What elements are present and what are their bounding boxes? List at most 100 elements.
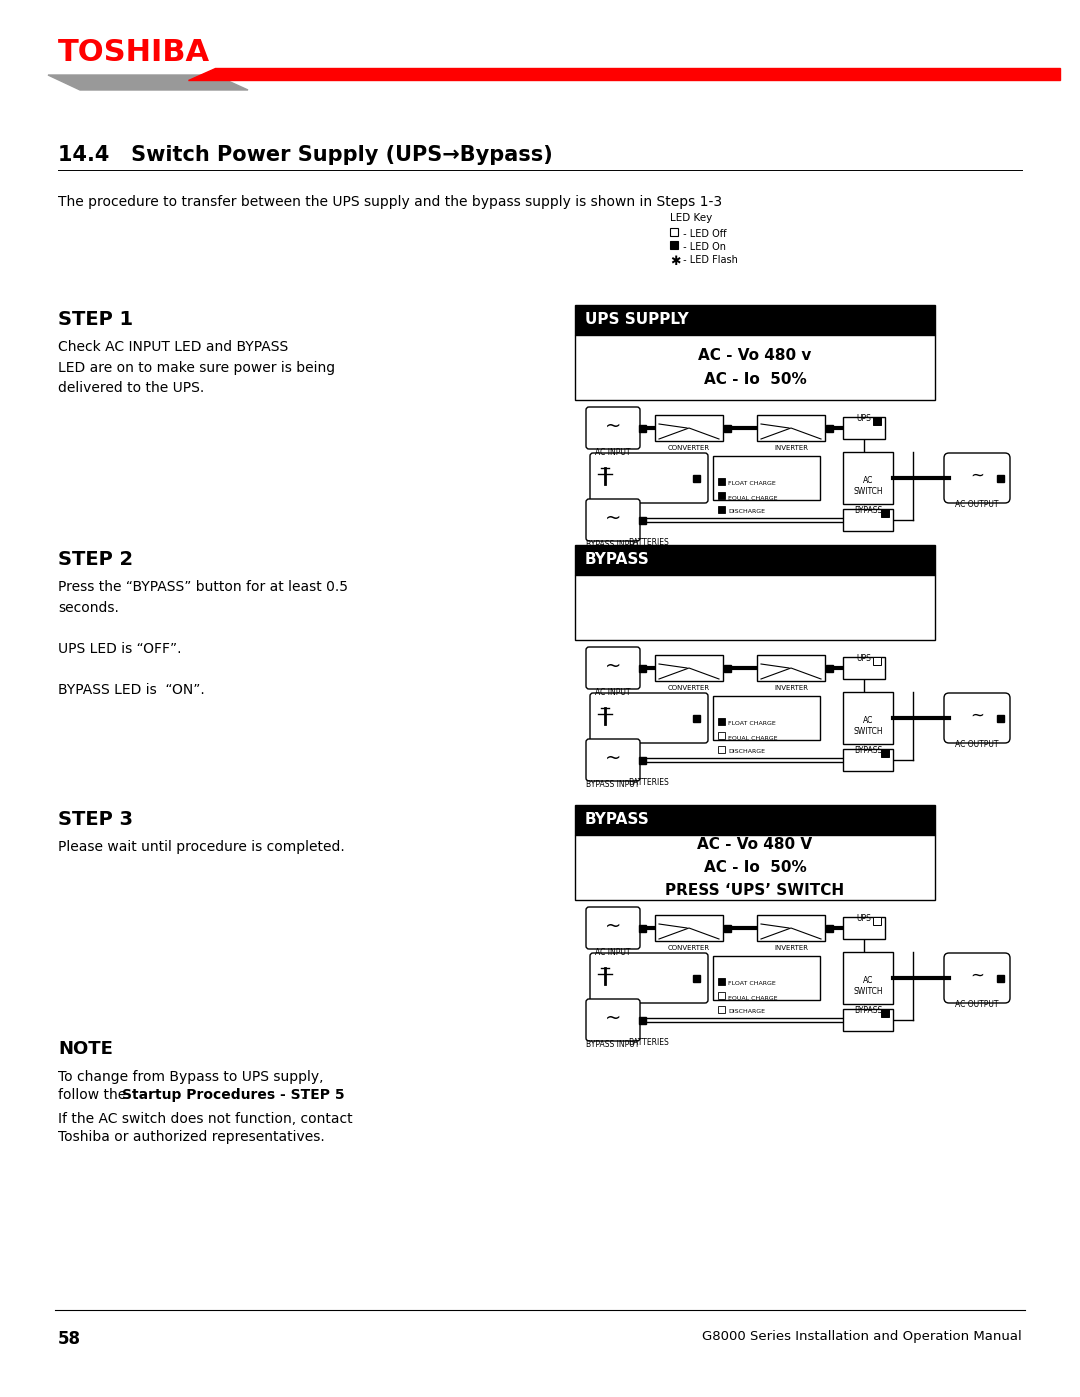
- Bar: [997, 715, 1004, 722]
- Bar: [654, 415, 723, 441]
- Bar: [713, 696, 820, 740]
- Bar: [724, 665, 731, 672]
- FancyBboxPatch shape: [586, 999, 640, 1041]
- Bar: [670, 242, 678, 249]
- Bar: [843, 692, 893, 745]
- Text: BYPASS: BYPASS: [585, 552, 650, 567]
- Text: TOSHIBA: TOSHIBA: [58, 38, 211, 67]
- Bar: [639, 925, 646, 932]
- Text: BYPASS INPUT: BYPASS INPUT: [586, 541, 639, 549]
- Bar: [718, 732, 725, 739]
- Bar: [575, 305, 935, 335]
- Bar: [718, 478, 725, 485]
- Text: - LED On: - LED On: [680, 242, 726, 251]
- Bar: [843, 509, 893, 531]
- Text: AC OUTPUT: AC OUTPUT: [955, 1000, 999, 1009]
- Text: To change from Bypass to UPS supply,: To change from Bypass to UPS supply,: [58, 1070, 324, 1084]
- Text: DISCHARGE: DISCHARGE: [728, 509, 765, 514]
- Text: BYPASS: BYPASS: [854, 1006, 882, 1016]
- Text: STEP 2: STEP 2: [58, 550, 133, 569]
- FancyBboxPatch shape: [586, 739, 640, 781]
- Bar: [693, 975, 700, 982]
- Bar: [881, 749, 889, 757]
- Text: STEP 1: STEP 1: [58, 310, 133, 330]
- Text: BYPASS: BYPASS: [585, 813, 650, 827]
- Bar: [843, 1009, 893, 1031]
- Bar: [639, 757, 646, 764]
- Bar: [639, 1017, 646, 1024]
- Bar: [718, 746, 725, 753]
- FancyBboxPatch shape: [590, 953, 708, 1003]
- Bar: [843, 749, 893, 771]
- Text: UPS: UPS: [856, 914, 872, 923]
- Bar: [843, 453, 893, 504]
- Text: Check AC INPUT LED and BYPASS
LED are on to make sure power is being
delivered t: Check AC INPUT LED and BYPASS LED are on…: [58, 339, 335, 395]
- Bar: [713, 956, 820, 1000]
- Bar: [639, 425, 646, 432]
- Bar: [575, 835, 935, 900]
- FancyBboxPatch shape: [944, 453, 1010, 503]
- Text: 14.4   Switch Power Supply (UPS→Bypass): 14.4 Switch Power Supply (UPS→Bypass): [58, 145, 553, 165]
- Text: AC INPUT: AC INPUT: [595, 949, 631, 957]
- Text: CONVERTER: CONVERTER: [667, 685, 710, 692]
- Text: EQUAL CHARGE: EQUAL CHARGE: [728, 495, 778, 500]
- Text: ~: ~: [970, 467, 984, 485]
- Bar: [757, 415, 825, 441]
- Text: AC - Vo 480 v
AC - Io  50%: AC - Vo 480 v AC - Io 50%: [699, 348, 812, 387]
- Bar: [873, 916, 881, 925]
- Bar: [881, 509, 889, 517]
- Text: INVERTER: INVERTER: [774, 446, 808, 451]
- Text: BYPASS: BYPASS: [854, 506, 882, 515]
- Text: AC
SWITCH: AC SWITCH: [853, 977, 882, 996]
- Bar: [575, 805, 935, 835]
- Text: ~: ~: [605, 749, 621, 767]
- Text: UPS SUPPLY: UPS SUPPLY: [585, 313, 689, 327]
- Bar: [873, 416, 881, 425]
- Polygon shape: [188, 68, 1059, 80]
- Text: follow the: follow the: [58, 1088, 131, 1102]
- Text: - LED Flash: - LED Flash: [680, 256, 738, 265]
- Bar: [757, 655, 825, 680]
- Text: Startup Procedures - STEP 5: Startup Procedures - STEP 5: [122, 1088, 345, 1102]
- Text: BYPASS INPUT: BYPASS INPUT: [586, 1039, 639, 1049]
- FancyBboxPatch shape: [590, 693, 708, 743]
- Text: ~: ~: [605, 916, 621, 936]
- Text: If the AC switch does not function, contact: If the AC switch does not function, cont…: [58, 1112, 353, 1126]
- Text: INVERTER: INVERTER: [774, 685, 808, 692]
- Text: AC INPUT: AC INPUT: [595, 448, 631, 457]
- Text: LED Key: LED Key: [670, 212, 712, 224]
- Text: NOTE: NOTE: [58, 1039, 113, 1058]
- Text: FLOAT CHARGE: FLOAT CHARGE: [728, 981, 775, 986]
- Text: BATTERIES: BATTERIES: [629, 538, 670, 548]
- Bar: [575, 545, 935, 576]
- Bar: [639, 517, 646, 524]
- Text: The procedure to transfer between the UPS supply and the bypass supply is shown : The procedure to transfer between the UP…: [58, 196, 723, 210]
- Text: BYPASS: BYPASS: [854, 746, 882, 754]
- Bar: [826, 925, 833, 932]
- Text: ✱: ✱: [670, 256, 680, 268]
- Bar: [654, 655, 723, 680]
- Bar: [881, 1009, 889, 1017]
- Text: AC OUTPUT: AC OUTPUT: [955, 740, 999, 749]
- Text: INVERTER: INVERTER: [774, 944, 808, 951]
- Bar: [724, 425, 731, 432]
- Bar: [718, 718, 725, 725]
- FancyBboxPatch shape: [586, 907, 640, 949]
- Text: FLOAT CHARGE: FLOAT CHARGE: [728, 721, 775, 726]
- Bar: [843, 951, 893, 1004]
- FancyBboxPatch shape: [586, 407, 640, 448]
- Text: BATTERIES: BATTERIES: [629, 778, 670, 787]
- Text: FLOAT CHARGE: FLOAT CHARGE: [728, 481, 775, 486]
- FancyBboxPatch shape: [586, 499, 640, 541]
- Text: AC OUTPUT: AC OUTPUT: [955, 500, 999, 509]
- Bar: [575, 335, 935, 400]
- FancyBboxPatch shape: [590, 453, 708, 503]
- Text: - LED Off: - LED Off: [680, 229, 727, 239]
- Text: ~: ~: [970, 707, 984, 725]
- Bar: [713, 455, 820, 500]
- Text: AC
SWITCH: AC SWITCH: [853, 717, 882, 736]
- Bar: [757, 915, 825, 942]
- Text: AC - Vo 480 V
AC - Io  50%
PRESS ‘UPS’ SWITCH: AC - Vo 480 V AC - Io 50% PRESS ‘UPS’ SW…: [665, 837, 845, 898]
- Text: UPS: UPS: [856, 414, 872, 423]
- Text: BYPASS INPUT: BYPASS INPUT: [586, 780, 639, 789]
